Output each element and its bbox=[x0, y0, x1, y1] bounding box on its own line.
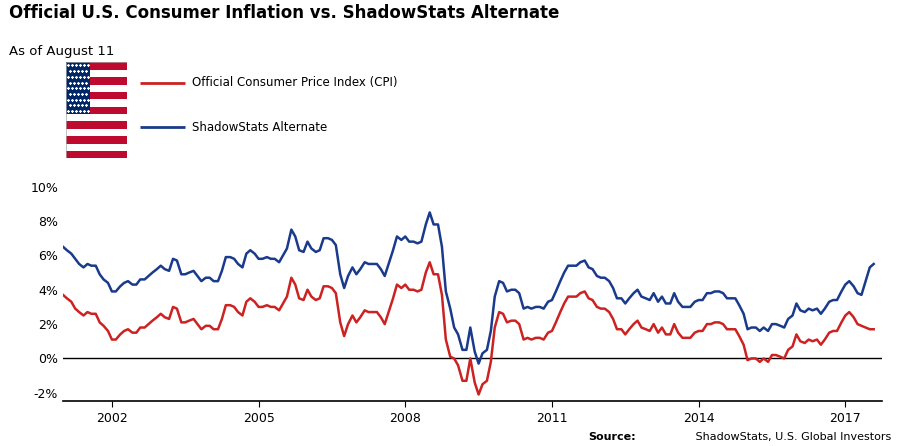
Bar bbox=[66, 62, 127, 70]
Text: ShadowStats Alternate: ShadowStats Alternate bbox=[192, 120, 327, 134]
Text: Official U.S. Consumer Inflation vs. ShadowStats Alternate: Official U.S. Consumer Inflation vs. Sha… bbox=[9, 4, 560, 22]
Bar bbox=[66, 107, 127, 114]
Text: ShadowStats, U.S. Global Investors: ShadowStats, U.S. Global Investors bbox=[692, 432, 891, 442]
Bar bbox=[66, 144, 127, 151]
Text: As of August 11: As of August 11 bbox=[9, 45, 114, 58]
Bar bbox=[66, 70, 127, 77]
Bar bbox=[66, 92, 127, 99]
Bar bbox=[66, 114, 127, 121]
Text: Official Consumer Price Index (CPI): Official Consumer Price Index (CPI) bbox=[192, 76, 397, 89]
Bar bbox=[66, 85, 127, 92]
Bar bbox=[66, 77, 127, 85]
Bar bbox=[66, 136, 127, 144]
Bar bbox=[66, 99, 127, 107]
Text: Source:: Source: bbox=[589, 432, 636, 442]
Bar bbox=[66, 62, 90, 114]
Bar bbox=[66, 129, 127, 136]
Bar bbox=[66, 151, 127, 158]
Bar bbox=[66, 121, 127, 129]
